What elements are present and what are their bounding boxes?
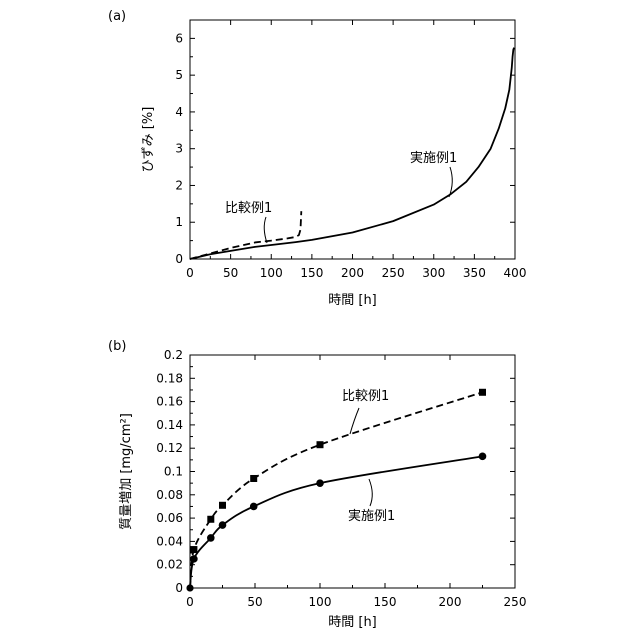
y-tick-label: 1 <box>175 215 183 229</box>
y-tick-label: 5 <box>175 68 183 82</box>
data-point-circle <box>219 521 227 529</box>
x-tick-label: 50 <box>247 595 262 609</box>
annotation-leader <box>369 479 372 506</box>
data-point-circle <box>207 534 215 542</box>
data-point-square <box>250 475 257 482</box>
x-tick-label: 250 <box>382 266 405 280</box>
x-tick-label: 0 <box>186 595 194 609</box>
series-line-1 <box>190 48 514 259</box>
series-annotation: 比較例1 <box>225 201 272 216</box>
y-axis-title: ひずみ [%] <box>141 107 156 173</box>
x-tick-label: 200 <box>341 266 364 280</box>
panel-label: (b) <box>108 339 126 354</box>
y-tick-label: 0 <box>175 252 183 266</box>
y-tick-label: 3 <box>175 142 183 156</box>
data-point-square <box>317 441 324 448</box>
y-tick-label: 0.02 <box>156 558 183 572</box>
y-tick-label: 0.08 <box>156 488 183 502</box>
series-line-1 <box>190 392 483 588</box>
data-point-circle <box>190 555 198 563</box>
y-axis-title: 質量増加 [mg/cm²] <box>119 413 134 530</box>
data-point-square <box>207 516 214 523</box>
series-line-2 <box>190 456 483 588</box>
x-tick-label: 350 <box>463 266 486 280</box>
y-tick-label: 0.12 <box>156 441 183 455</box>
x-tick-label: 0 <box>186 266 194 280</box>
series-line-2 <box>190 211 301 259</box>
x-tick-label: 250 <box>504 595 527 609</box>
y-tick-label: 4 <box>175 105 183 119</box>
x-axis-title: 時間 [h] <box>328 615 377 630</box>
data-point-square <box>190 546 197 553</box>
y-tick-label: 0.1 <box>164 465 183 479</box>
y-tick-label: 0 <box>175 581 183 595</box>
data-point-square <box>219 502 226 509</box>
x-tick-label: 150 <box>300 266 323 280</box>
data-point-square <box>479 389 486 396</box>
x-tick-label: 400 <box>504 266 527 280</box>
y-tick-label: 0.04 <box>156 534 183 548</box>
y-tick-label: 0.14 <box>156 418 183 432</box>
x-tick-label: 300 <box>422 266 445 280</box>
x-tick-label: 100 <box>309 595 332 609</box>
y-tick-label: 2 <box>175 178 183 192</box>
series-annotation: 実施例1 <box>348 508 395 524</box>
annotation-leader <box>350 408 359 434</box>
annotation-leader <box>264 217 267 243</box>
x-tick-label: 100 <box>260 266 283 280</box>
x-tick-label: 150 <box>374 595 397 609</box>
panel-label: (a) <box>108 9 126 24</box>
x-tick-label: 200 <box>439 595 462 609</box>
chart-panel-a: (a) 0 50 100 150 200 250 300 350 400 0 1 2 3 4 5 6 時間 [h]… <box>108 9 526 308</box>
y-tick-label: 0.06 <box>156 511 183 525</box>
data-point-circle <box>479 453 487 461</box>
y-tick-label: 0.16 <box>156 395 183 409</box>
y-tick-label: 0.18 <box>156 371 183 385</box>
series-annotation: 実施例1 <box>410 150 457 166</box>
data-point <box>187 585 194 592</box>
plot-frame <box>190 20 515 259</box>
chart-panel-b: (b) 0 50 100 150 200 250 0 0.02 0.04 0.06 0.08 0.1 0.… <box>108 339 526 630</box>
y-tick-label: 0.2 <box>164 348 183 362</box>
x-tick-label: 50 <box>223 266 238 280</box>
x-axis-title: 時間 [h] <box>328 293 377 308</box>
data-point-circle <box>316 479 324 487</box>
y-tick-label: 6 <box>175 31 183 45</box>
data-point-circle <box>250 503 258 511</box>
series-annotation: 比較例1 <box>342 389 389 404</box>
